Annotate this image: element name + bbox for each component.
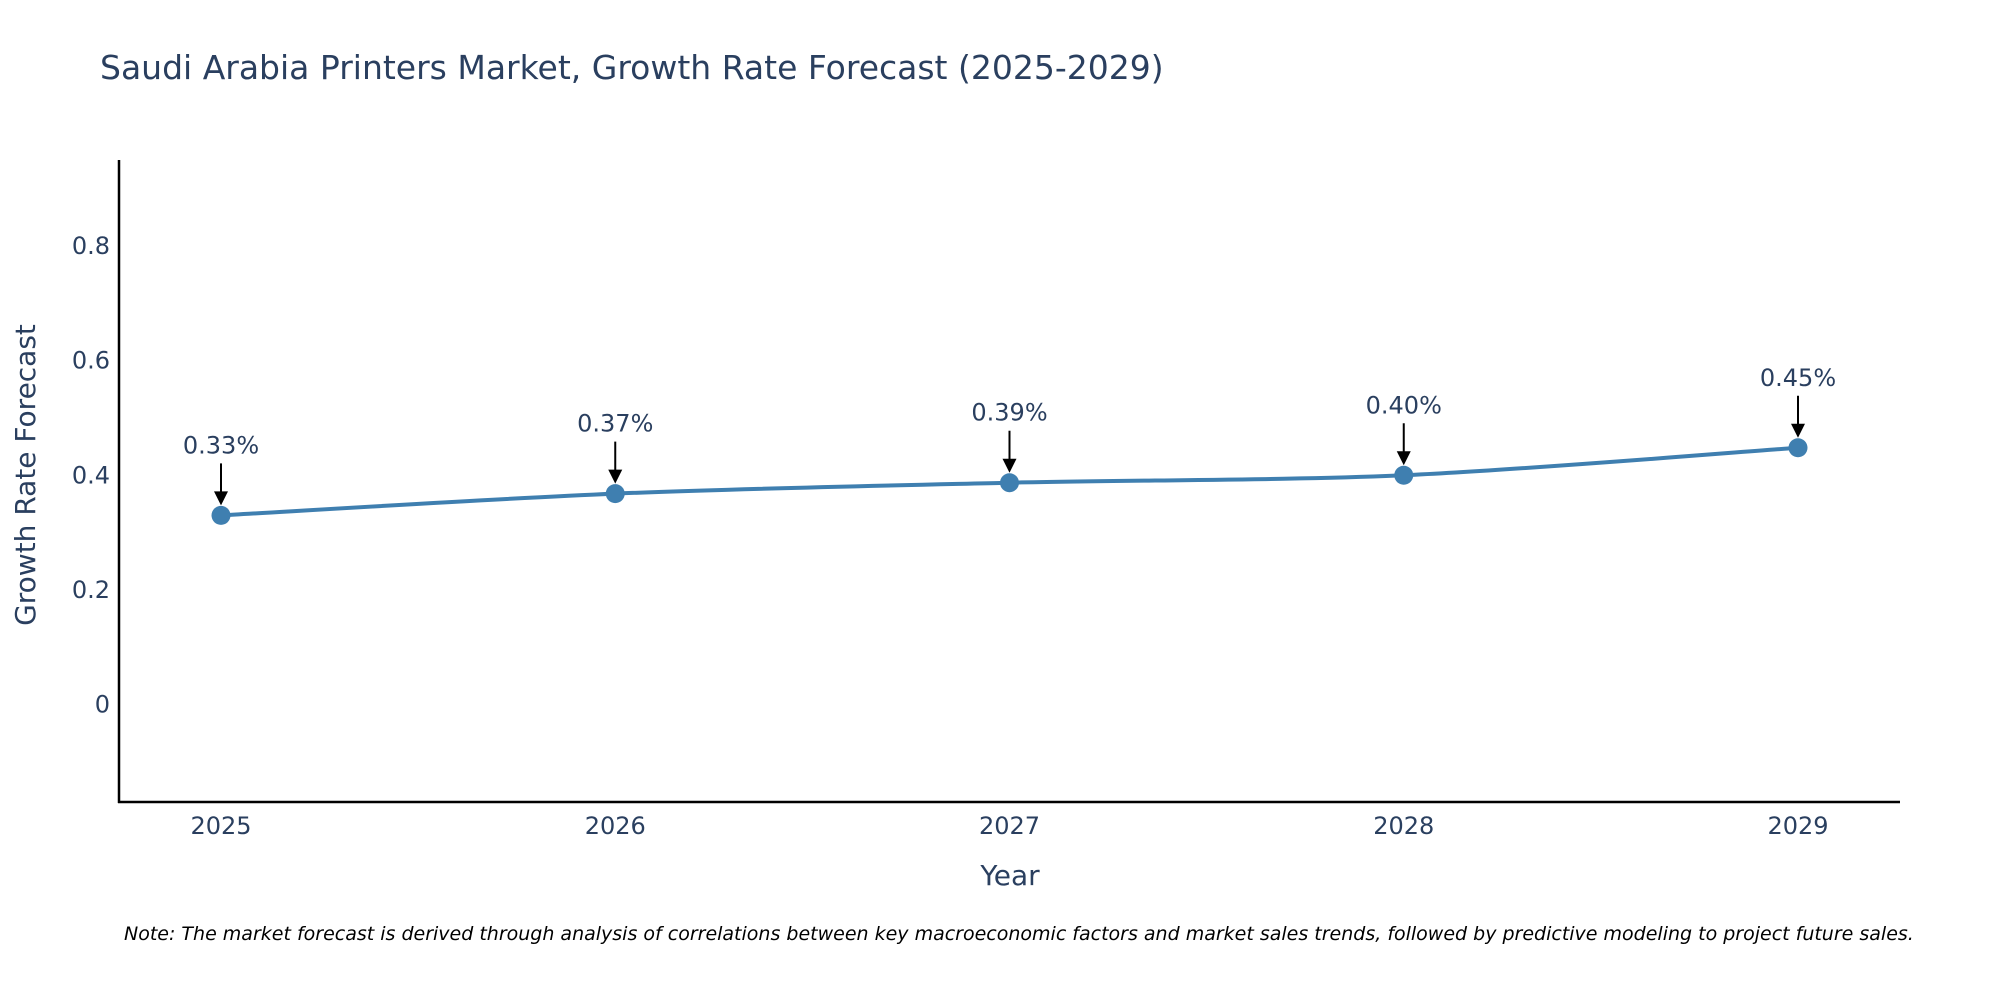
data-markers: [211, 438, 1808, 525]
y-tick-label: 0.4: [72, 461, 110, 489]
annotation-arrow-head: [1791, 423, 1805, 438]
data-point: [605, 484, 625, 504]
y-tick-label: 0.8: [72, 232, 110, 260]
data-label: 0.40%: [1366, 391, 1442, 419]
data-point: [211, 505, 231, 525]
x-tick-label: 2026: [585, 812, 646, 840]
y-tick-label: 0.2: [72, 576, 110, 604]
y-axis-ticks: 0 0.2 0.4 0.6 0.8: [72, 232, 110, 719]
annotation-arrow-head: [608, 469, 623, 484]
annotation-arrow-head: [1396, 451, 1411, 466]
annotation-arrow-head: [1002, 458, 1017, 473]
data-label: 0.33%: [183, 431, 259, 459]
data-label: 0.45%: [1760, 364, 1836, 392]
data-point: [1788, 438, 1808, 458]
data-point: [1394, 465, 1414, 485]
y-axis-title: Growth Rate Forecast: [9, 324, 42, 626]
x-tick-label: 2028: [1373, 812, 1434, 840]
data-label: 0.39%: [971, 399, 1047, 427]
y-tick-label: 0: [95, 691, 110, 719]
chart-title: Saudi Arabia Printers Market, Growth Rat…: [100, 48, 1164, 87]
footnote: Note: The market forecast is derived thr…: [124, 923, 1914, 945]
data-label: 0.37%: [577, 410, 653, 438]
x-axis-ticks: 2025 2026 2027 2028 2029: [190, 812, 1828, 840]
x-tick-label: 2027: [979, 812, 1040, 840]
annotation-arrow-head: [214, 491, 228, 506]
x-tick-label: 2025: [190, 812, 251, 840]
x-tick-label: 2029: [1767, 812, 1828, 840]
data-annotations: 0.33% 0.37% 0.39% 0.40% 0.45%: [183, 364, 1836, 506]
data-point: [1000, 473, 1019, 493]
y-tick-label: 0.6: [72, 347, 110, 375]
x-axis-title: Year: [979, 859, 1040, 892]
